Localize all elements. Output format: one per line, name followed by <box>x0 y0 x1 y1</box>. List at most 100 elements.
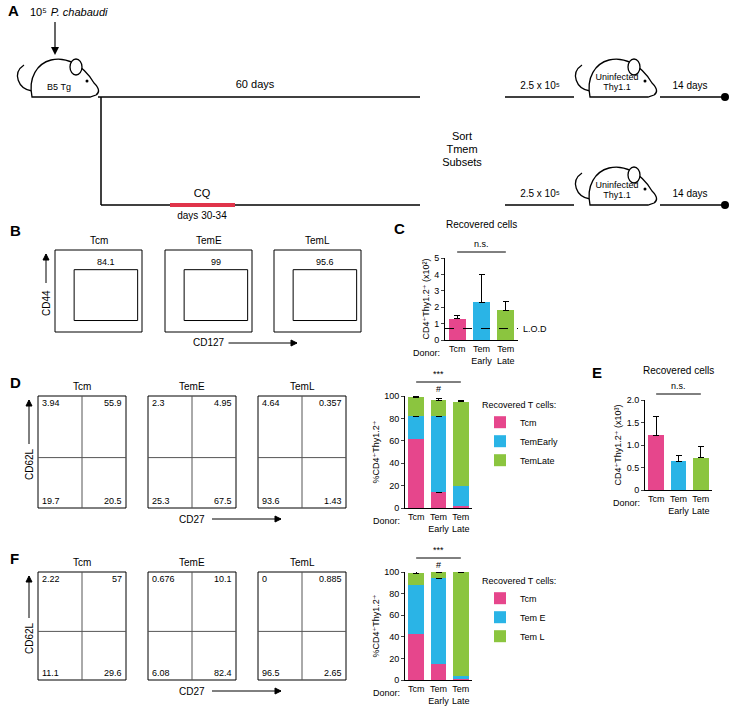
svg-text:0: 0 <box>394 503 399 513</box>
svg-text:CD4⁺Thy1.2⁺ (x10²): CD4⁺Thy1.2⁺ (x10²) <box>421 258 431 339</box>
svg-text:0.885: 0.885 <box>319 574 342 584</box>
svg-text:Donor:: Donor: <box>413 348 440 358</box>
svg-text:TemE: TemE <box>196 235 222 246</box>
svg-text:CD4⁺Thy1.2⁺ (x10³): CD4⁺Thy1.2⁺ (x10³) <box>613 404 623 485</box>
svg-text:A: A <box>8 2 19 19</box>
svg-text:67.5: 67.5 <box>214 496 232 506</box>
svg-text:20.5: 20.5 <box>104 496 122 506</box>
svg-text:6.08: 6.08 <box>152 668 170 678</box>
svg-text:5: 5 <box>434 253 439 263</box>
svg-text:2.22: 2.22 <box>42 574 60 584</box>
svg-text:84.1: 84.1 <box>97 257 115 267</box>
svg-text:TemE: TemE <box>179 381 205 392</box>
svg-text:60 days: 60 days <box>236 78 275 90</box>
svg-text:1: 1 <box>434 319 439 329</box>
svg-text:82.4: 82.4 <box>214 668 232 678</box>
svg-text:Tcm: Tcm <box>449 344 466 354</box>
svg-text:Recovered T cells:: Recovered T cells: <box>482 400 556 410</box>
svg-text:3.94: 3.94 <box>42 398 60 408</box>
svg-text:19.7: 19.7 <box>42 496 60 506</box>
svg-text:Recovered cells: Recovered cells <box>643 365 714 376</box>
svg-text:TemLate: TemLate <box>497 344 515 366</box>
svg-text:4.95: 4.95 <box>214 398 232 408</box>
svg-text:0.5: 0.5 <box>627 463 640 473</box>
svg-text:0: 0 <box>634 485 639 495</box>
svg-text:CD44: CD44 <box>41 290 52 316</box>
svg-text:Tcm: Tcm <box>73 381 91 392</box>
svg-text:57: 57 <box>112 574 122 584</box>
svg-text:0: 0 <box>434 335 439 345</box>
svg-text:29.6: 29.6 <box>104 668 122 678</box>
svg-text:Recovered T cells:: Recovered T cells: <box>482 576 556 586</box>
svg-text:100: 100 <box>384 391 399 401</box>
svg-text:14 days: 14 days <box>672 80 707 91</box>
svg-text:TemEarly: TemEarly <box>471 344 492 366</box>
svg-text:0.676: 0.676 <box>152 574 175 584</box>
svg-text:20: 20 <box>389 481 399 491</box>
svg-text:Thy1.1: Thy1.1 <box>603 82 631 92</box>
svg-text:2.5 x 10⁵: 2.5 x 10⁵ <box>520 80 560 91</box>
svg-text:Tem L: Tem L <box>520 632 545 642</box>
svg-text:#: # <box>436 560 441 570</box>
svg-text:14 days: 14 days <box>672 188 707 199</box>
svg-text:Tcm: Tcm <box>408 684 425 694</box>
svg-text:n.s.: n.s. <box>671 381 686 391</box>
svg-text:#: # <box>436 384 441 394</box>
svg-text:Thy1.1: Thy1.1 <box>603 190 631 200</box>
svg-text:10⁵P. chabaudi: 10⁵P. chabaudi <box>30 6 108 18</box>
svg-text:11.1: 11.1 <box>42 668 59 678</box>
svg-text:55.9: 55.9 <box>104 398 122 408</box>
svg-text:CD62L: CD62L <box>24 622 35 654</box>
svg-text:TemLate: TemLate <box>692 494 710 516</box>
svg-text:B5 Tg: B5 Tg <box>47 82 71 92</box>
svg-text:3: 3 <box>434 286 439 296</box>
svg-text:Donor:: Donor: <box>373 688 400 698</box>
svg-text:80: 80 <box>389 414 399 424</box>
svg-text:n.s.: n.s. <box>474 239 489 249</box>
svg-text:Donor:: Donor: <box>613 498 640 508</box>
svg-text:C: C <box>394 220 405 237</box>
svg-text:Tcm: Tcm <box>408 512 425 522</box>
svg-text:2.0: 2.0 <box>627 395 640 405</box>
svg-text:CQ: CQ <box>194 187 211 199</box>
svg-text:4.64: 4.64 <box>262 398 280 408</box>
svg-text:0: 0 <box>262 574 267 584</box>
svg-text:0: 0 <box>394 675 399 685</box>
svg-text:***: *** <box>433 545 444 555</box>
svg-text:Recovered cells: Recovered cells <box>446 219 517 230</box>
svg-text:E: E <box>592 364 602 381</box>
svg-text:CD27: CD27 <box>179 514 205 525</box>
svg-text:1.43: 1.43 <box>324 496 342 506</box>
svg-text:TemL: TemL <box>305 235 330 246</box>
svg-text:TemEarly: TemEarly <box>428 684 449 706</box>
svg-text:1.0: 1.0 <box>627 440 640 450</box>
svg-text:Subsets: Subsets <box>442 156 482 168</box>
svg-text:2: 2 <box>434 302 439 312</box>
svg-text:Sort: Sort <box>452 130 472 142</box>
svg-text:Tcm: Tcm <box>520 594 537 604</box>
svg-text:2.65: 2.65 <box>324 668 342 678</box>
svg-text:10.1: 10.1 <box>214 574 232 584</box>
svg-text:Tem E: Tem E <box>520 613 546 623</box>
svg-text:1.5: 1.5 <box>627 418 640 428</box>
svg-text:4: 4 <box>434 270 439 280</box>
svg-text:100: 100 <box>384 567 399 577</box>
svg-text:Tmem: Tmem <box>446 143 477 155</box>
svg-text:95.6: 95.6 <box>316 257 334 267</box>
svg-text:40: 40 <box>389 632 399 642</box>
svg-text:TemL: TemL <box>290 557 315 568</box>
svg-text:Tcm: Tcm <box>90 235 108 246</box>
svg-text:TemEarly: TemEarly <box>520 437 558 447</box>
svg-text:TemLate: TemLate <box>452 684 470 706</box>
svg-text:96.5: 96.5 <box>262 668 280 678</box>
svg-text:40: 40 <box>389 458 399 468</box>
svg-text:Uninfected: Uninfected <box>595 72 638 82</box>
svg-text:TemE: TemE <box>179 557 205 568</box>
svg-text:%CD4⁺Thy1.2⁺: %CD4⁺Thy1.2⁺ <box>371 420 381 483</box>
svg-text:20: 20 <box>389 654 399 664</box>
svg-text:L.O.D: L.O.D <box>523 324 547 334</box>
svg-text:CD27: CD27 <box>179 686 205 697</box>
svg-text:%CD4⁺Thy1.2⁺: %CD4⁺Thy1.2⁺ <box>371 594 381 657</box>
svg-text:25.3: 25.3 <box>152 496 170 506</box>
svg-text:60: 60 <box>389 436 399 446</box>
